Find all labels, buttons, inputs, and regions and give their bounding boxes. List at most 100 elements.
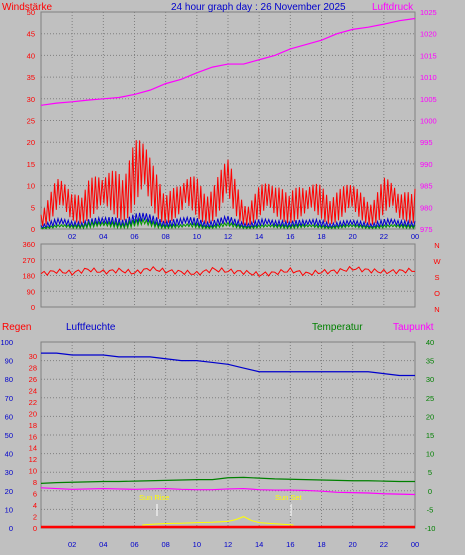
direction-panel-grid <box>41 243 416 308</box>
temperature-tick: 25 <box>426 394 434 403</box>
top-left-tick: 40 <box>27 51 35 60</box>
top-right-tick: 1000 <box>420 117 437 126</box>
temperature-tick: 30 <box>426 375 434 384</box>
bottom-panel-plot <box>40 352 416 529</box>
bottom-x-tick: 14 <box>255 540 263 549</box>
top-right-tick: 1020 <box>420 30 437 39</box>
humidity-tick: 10 <box>5 505 13 514</box>
series-line-sonne <box>142 516 294 526</box>
temperature-tick: 0 <box>428 487 432 496</box>
humidity-tick: 30 <box>5 468 13 477</box>
compass-label: W <box>433 257 441 266</box>
temperature-tick-labels: -10 -5 0 5 10 15 20 25 30 35 40 <box>425 338 436 533</box>
top-left-tick: 0 <box>31 225 35 234</box>
right-axis-title: Luftdruck <box>372 2 414 13</box>
series-line-luftdruck <box>40 17 416 106</box>
series-line-taupunkt <box>40 487 416 496</box>
sunrise-label: Sun Rise <box>139 493 169 502</box>
bottom-x-tick: 20 <box>348 540 356 549</box>
compass-label: O <box>434 289 440 298</box>
direction-tick: 360 <box>22 240 35 249</box>
rain-tick: 18 <box>29 421 37 430</box>
legend-luftfeuchte: Luftfeuchte <box>66 322 116 333</box>
top-left-tick: 35 <box>27 73 35 82</box>
top-x-tick: 06 <box>130 232 138 241</box>
humidity-tick: 100 <box>0 338 13 347</box>
rain-tick: 12 <box>29 455 37 464</box>
temperature-tick: 20 <box>426 412 434 421</box>
humidity-tick: 70 <box>5 394 13 403</box>
top-x-tick: 08 <box>161 232 169 241</box>
top-right-tick: 985 <box>420 182 433 191</box>
series-line-luftfeuchte <box>41 352 415 377</box>
rain-tick: 28 <box>29 363 37 372</box>
series-line-temperatur <box>40 476 415 484</box>
rain-tick: 0 <box>33 524 37 533</box>
top-left-tick: 20 <box>27 138 35 147</box>
rain-tick: 10 <box>29 467 37 476</box>
compass-label: N <box>434 305 439 314</box>
series-line-windböe <box>40 212 416 230</box>
direction-tick: 90 <box>27 287 35 296</box>
sunset-label: Sun Set <box>275 493 303 502</box>
top-panel-plot <box>40 17 416 230</box>
temperature-tick: -5 <box>427 505 434 514</box>
temperature-tick: -10 <box>425 524 436 533</box>
rain-tick: 2 <box>33 513 37 522</box>
temperature-tick: 35 <box>426 357 434 366</box>
humidity-tick: 0 <box>9 524 13 533</box>
bottom-x-tick: 22 <box>380 540 388 549</box>
temperature-tick: 10 <box>426 450 434 459</box>
left-axis-title: Windstärke <box>2 2 52 13</box>
direction-panel-plot <box>40 265 416 278</box>
legend-regen: Regen <box>2 322 31 333</box>
direction-tick: 0 <box>31 303 35 312</box>
direction-tick-labels: 0 90 180 270 360 <box>22 240 35 312</box>
top-x-tick: 10 <box>193 232 201 241</box>
rain-tick: 14 <box>29 444 37 453</box>
humidity-tick: 80 <box>5 375 13 384</box>
top-right-tick: 995 <box>420 138 433 147</box>
top-left-tick: 15 <box>27 160 35 169</box>
rain-tick: 16 <box>29 432 37 441</box>
top-left-tick: 5 <box>31 203 35 212</box>
top-x-tick: 18 <box>317 232 325 241</box>
top-left-tick: 10 <box>27 182 35 191</box>
humidity-tick: 20 <box>5 487 13 496</box>
bottom-x-tick: 02 <box>68 540 76 549</box>
bottom-x-tick: 18 <box>317 540 325 549</box>
chart-title: 24 hour graph day : 26 November 2025 <box>171 2 346 13</box>
rain-tick: 20 <box>29 409 37 418</box>
rain-tick: 22 <box>29 398 37 407</box>
series-line-windmittel <box>40 217 416 230</box>
bottom-x-tick: 06 <box>130 540 138 549</box>
top-x-tick-labels: 02 04 06 08 10 12 14 16 18 20 22 00 <box>68 232 419 241</box>
humidity-tick-labels: 0 10 20 30 40 50 60 70 80 90 100 <box>0 338 13 533</box>
rain-tick: 26 <box>29 375 37 384</box>
bottom-x-tick: 08 <box>161 540 169 549</box>
series-line-windrichtung <box>40 265 416 278</box>
rain-tick: 8 <box>33 478 37 487</box>
bottom-x-tick: 10 <box>193 540 201 549</box>
compass-label: N <box>434 241 439 250</box>
humidity-tick: 90 <box>5 357 13 366</box>
top-right-tick: 980 <box>420 203 433 212</box>
top-left-tick: 30 <box>27 95 35 104</box>
direction-tick: 180 <box>22 272 35 281</box>
bottom-x-tick-labels: 02 04 06 08 10 12 14 16 18 20 22 00 <box>68 540 419 549</box>
legend-taupunkt: Taupunkt <box>393 322 434 333</box>
top-x-tick: 20 <box>348 232 356 241</box>
rain-tick: 6 <box>33 490 37 499</box>
top-x-tick: 00 <box>411 232 419 241</box>
rain-tick: 4 <box>33 501 37 510</box>
rain-tick: 24 <box>29 386 37 395</box>
top-right-tick: 1010 <box>420 73 437 82</box>
humidity-tick: 60 <box>5 412 13 421</box>
top-left-tick: 50 <box>27 8 35 17</box>
humidity-tick: 50 <box>5 431 13 440</box>
top-x-tick: 12 <box>224 232 232 241</box>
